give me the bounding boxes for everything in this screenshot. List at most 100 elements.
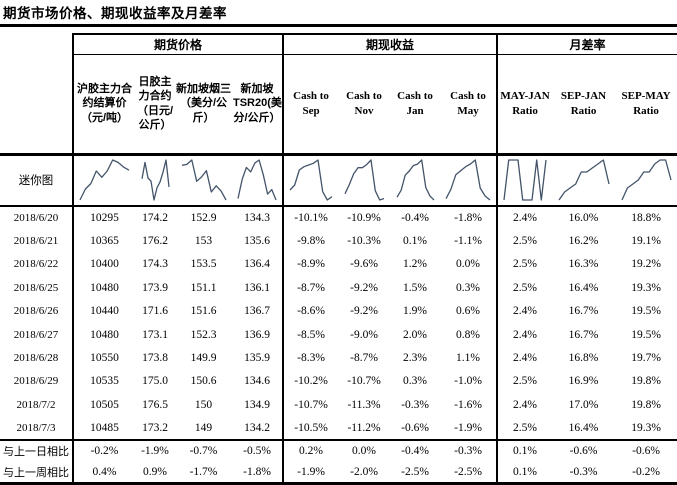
value-cell: 19.8% (631, 375, 661, 388)
value-cell: 16.2% (568, 235, 599, 248)
value-cell: 2.4% (496, 322, 553, 347)
value-cell: 2.5% (496, 416, 553, 441)
sparkline-cell (232, 154, 284, 207)
footer-value-cell: -0.2% (90, 445, 119, 458)
sparkline-cell (496, 154, 553, 207)
value-cell: 2.4% (496, 346, 553, 370)
value-cell: 175.0 (142, 375, 168, 388)
column-header: Cash to Nov (338, 54, 391, 156)
footer-value-cell: 0.4% (73, 461, 135, 485)
footer-value-cell: -0.6% (569, 445, 598, 458)
value-cell: 174.3 (142, 258, 168, 271)
value-cell: 1.2% (403, 258, 427, 271)
value-cell: 136.4 (244, 258, 270, 271)
value-cell: 10535 (90, 375, 119, 388)
value-cell: 173.8 (142, 352, 168, 365)
value-cell: 18.8% (631, 212, 661, 225)
value-cell: 19.8% (631, 398, 661, 411)
value-cell: 1.5% (403, 281, 427, 294)
value-cell: 134.2 (232, 416, 284, 441)
column-header: 沪胶主力合约结算价（元/吨） (73, 54, 135, 156)
value-cell: 16.4% (568, 281, 599, 294)
footer-value-cell: -0.3% (552, 461, 616, 485)
value-cell: 10440 (90, 305, 119, 318)
table-row: 2018/7/2 10505 176.5 150 134.9 -10.7% -11.3% -0… (0, 393, 677, 417)
date-cell: 2018/6/20 (0, 206, 74, 230)
footer-value-cell: -0.5% (243, 445, 271, 458)
value-cell: 149 (175, 416, 232, 441)
page-title: 期货市场价格、期现收益率及月差率 (0, 0, 677, 27)
value-cell: -1.8% (454, 212, 482, 225)
footer-value-cell: 0.2% (282, 439, 339, 462)
value-cell: 16.9% (568, 375, 599, 388)
date-cell: 2018/6/27 (0, 322, 74, 347)
value-cell: 2.5% (496, 369, 553, 394)
value-cell: 19.5% (631, 328, 661, 341)
footer-value-cell: -0.7% (189, 445, 218, 458)
table-row: 2018/6/25 10480 173.9 151.1 136.1 -8.7% -9.2% 1… (0, 276, 677, 300)
column-header: 新加坡TSR20(美分/公斤） (232, 54, 284, 156)
value-cell: 10295 (90, 212, 119, 225)
group-header-row: 期货价格 期现收益 月差率 (0, 33, 677, 156)
table-row: 2018/6/20 10295 174.2 152.9 134.3 -10.1% -10.9… (0, 206, 677, 230)
table-body: 2018/6/20 10295 174.2 152.9 134.3 -10.1% -10.9… (0, 206, 677, 441)
value-cell: 1.9% (403, 305, 427, 318)
value-cell: 151.6 (190, 305, 217, 318)
value-cell: 0.3% (456, 281, 480, 294)
footer-value-cell: -1.7% (175, 461, 232, 485)
value-cell: 150 (194, 398, 213, 411)
value-cell: 153 (194, 235, 213, 248)
value-cell: 10550 (90, 352, 119, 365)
footer-row: 与上一周相比 0.4% 0.9% -1.7% -1.8% -1.9% -2.0% -2.5% -… (0, 461, 677, 485)
column-header: MAY-JAN Ratio (496, 54, 553, 156)
futures-data-table: 期货价格 期现收益 月差率 沪胶主力合约结算价（元/吨） 日胶主力合约（日元/公斤… (0, 33, 677, 485)
group-header-month-spread: 月差率 (496, 33, 677, 55)
value-cell: 136.1 (244, 281, 270, 294)
value-cell: -9.2% (350, 281, 378, 294)
value-cell: 173.9 (142, 281, 168, 294)
value-cell: 171.6 (142, 305, 168, 318)
sparkline-cell (175, 154, 232, 207)
footer-value-cell: -1.8% (232, 461, 284, 485)
value-cell: 0.0% (456, 258, 480, 271)
value-cell: 0.1% (403, 235, 427, 248)
value-cell: 10505 (90, 398, 119, 411)
value-cell: 152.3 (190, 328, 217, 341)
sparkline-cell (282, 154, 339, 207)
value-cell: 16.7% (568, 328, 599, 341)
value-cell: -10.7% (282, 393, 339, 417)
sparkline-cell (135, 154, 175, 207)
sparkline-cell (552, 154, 616, 207)
value-cell: 149.9 (190, 352, 217, 365)
value-cell: -8.3% (282, 346, 339, 370)
date-cell: 2018/6/21 (0, 229, 74, 253)
value-cell: -10.2% (282, 369, 339, 394)
table-row: 2018/6/26 10440 171.6 151.6 136.7 -8.6% -9.2% 1… (0, 299, 677, 323)
date-cell: 2018/7/3 (0, 416, 74, 441)
value-cell: 134.6 (244, 375, 270, 388)
value-cell: 2.4% (496, 206, 553, 230)
value-cell: -8.9% (282, 252, 339, 277)
value-cell: -10.3% (347, 235, 381, 248)
value-cell: 0.6% (456, 305, 480, 318)
value-cell: -10.7% (347, 375, 381, 388)
column-header-row: 沪胶主力合约结算价（元/吨） 日胶主力合约（日元/公斤） 新加坡烟三（美分/公斤）新… (0, 54, 677, 156)
value-cell: 16.7% (568, 305, 599, 318)
value-cell: -1.0% (454, 375, 482, 388)
value-cell: 135.9 (244, 352, 270, 365)
column-header: 新加坡烟三（美分/公斤） (175, 54, 232, 156)
sparkline-row: 迷你图 (0, 154, 677, 207)
value-cell: 2.5% (496, 252, 553, 277)
table-row: 2018/6/21 10365 176.2 153 135.6 -9.8% -10.3% 0.… (0, 229, 677, 253)
value-cell: -9.8% (282, 229, 339, 253)
column-header: Cash to Jan (390, 54, 441, 156)
value-cell: -0.3% (401, 398, 429, 411)
footer-value-cell: 0.1% (496, 461, 553, 485)
value-cell: 134.3 (244, 212, 270, 225)
value-cell: 135.6 (244, 235, 270, 248)
value-cell: -9.0% (350, 328, 378, 341)
value-cell: 16.3% (568, 258, 599, 271)
value-cell: 136.9 (244, 328, 270, 341)
value-cell: 10400 (90, 258, 119, 271)
sparkline-cell (73, 154, 135, 207)
